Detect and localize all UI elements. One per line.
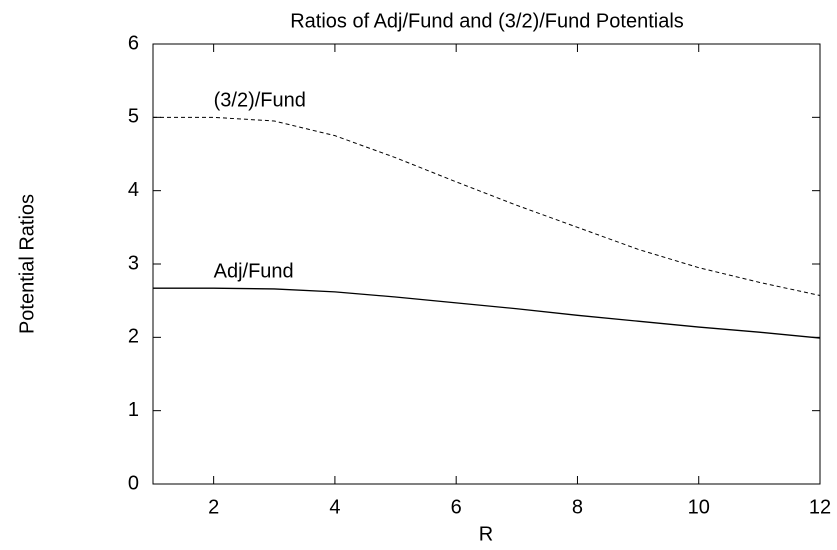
x-axis-label: R: [479, 523, 493, 545]
x-tick-label: 10: [688, 496, 710, 518]
x-tick-label: 8: [572, 496, 583, 518]
y-tick-label: 0: [128, 472, 139, 494]
y-tick-label: 5: [128, 106, 139, 128]
series-label: Adj/Fund: [214, 260, 294, 282]
y-tick-label: 2: [128, 326, 139, 348]
series-line: [153, 287, 821, 339]
x-tick-label: 6: [451, 496, 462, 518]
chart-title: Ratios of Adj/Fund and (3/2)/Fund Potent…: [290, 10, 684, 32]
series-label: (3/2)/Fund: [214, 90, 306, 112]
series-line: [153, 116, 821, 297]
y-tick-label: 1: [128, 399, 139, 421]
x-tick-label: 4: [329, 496, 340, 518]
x-tick-label: 12: [809, 496, 831, 518]
x-tick-label: 2: [208, 496, 219, 518]
y-axis-label: Potential Ratios: [16, 194, 38, 334]
y-tick-label: 6: [128, 32, 139, 54]
y-tick-label: 4: [128, 179, 139, 201]
y-tick-label: 3: [128, 252, 139, 274]
